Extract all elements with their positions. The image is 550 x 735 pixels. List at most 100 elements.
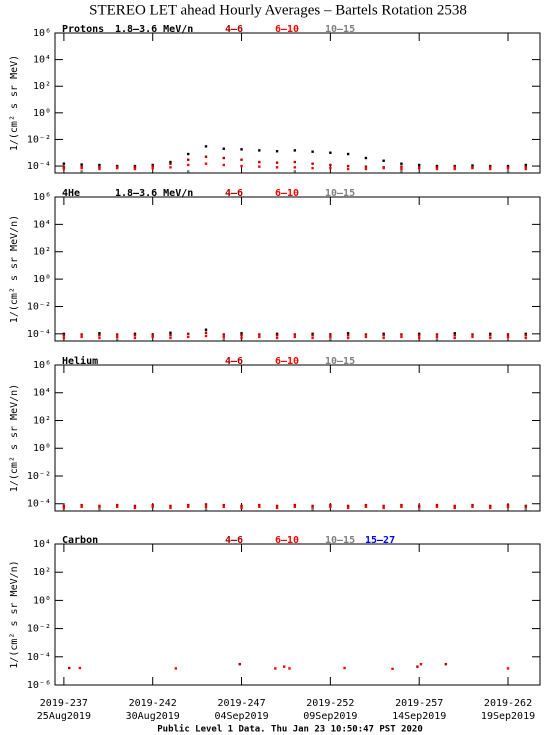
- data-point: [275, 150, 279, 153]
- data-point: [238, 662, 241, 666]
- data-point: [524, 506, 527, 510]
- legend-entry: 10–15: [325, 24, 355, 35]
- data-point: [311, 332, 314, 336]
- legend-entry: 4–6: [225, 188, 243, 199]
- data-point: [417, 506, 421, 510]
- data-point: [293, 170, 297, 173]
- data-point: [240, 164, 243, 168]
- footer: Public Level 1 Data. Thu Jan 23 10:50:47…: [157, 724, 423, 735]
- data-point: [275, 333, 279, 337]
- data-point: [282, 665, 286, 668]
- data-point: [524, 165, 527, 168]
- data-point: [506, 503, 510, 507]
- data-point: [222, 503, 225, 507]
- data-point: [62, 167, 66, 171]
- data-point: [275, 336, 279, 340]
- data-point: [382, 159, 385, 162]
- data-point: [311, 333, 314, 337]
- data-point: [329, 166, 332, 170]
- data-point: [524, 332, 527, 336]
- data-point: [204, 145, 208, 148]
- page-title: STEREO LET ahead Hourly Averages – Barte…: [89, 2, 467, 18]
- data-point: [80, 170, 83, 173]
- data-point: [471, 503, 474, 507]
- data-point: [346, 167, 350, 171]
- data-point: [489, 504, 492, 508]
- data-point: [506, 335, 510, 339]
- data-point: [364, 156, 368, 160]
- data-point: [68, 666, 71, 670]
- data-point: [98, 163, 101, 167]
- data-point: [151, 333, 154, 336]
- plot-frame: [54, 364, 541, 512]
- data-point: [364, 505, 368, 509]
- data-point: [222, 333, 225, 336]
- data-point: [417, 332, 421, 336]
- x-tick-label: 2019-242: [129, 698, 177, 709]
- data-point: [98, 166, 101, 169]
- y-axis-label: 1/(cm² s sr MeV/n): [9, 384, 20, 492]
- data-point: [80, 335, 83, 339]
- data-point: [98, 508, 101, 511]
- data-point: [187, 158, 190, 161]
- plot-frame: [54, 543, 541, 686]
- data-point: [293, 160, 297, 164]
- data-point: [435, 503, 439, 507]
- data-point: [419, 662, 423, 666]
- data-point: [80, 333, 83, 336]
- y-tick-label: 10⁻²: [27, 134, 51, 145]
- y-tick-label: 10⁴: [33, 219, 51, 230]
- data-point: [382, 506, 385, 510]
- data-point: [435, 166, 439, 169]
- data-point: [453, 336, 456, 340]
- data-point: [169, 331, 172, 334]
- data-point: [329, 503, 332, 507]
- data-point: [417, 333, 421, 337]
- data-point: [98, 167, 101, 171]
- data-point: [293, 149, 297, 152]
- data-point: [80, 165, 83, 168]
- legend-entry: 10–15: [325, 356, 355, 367]
- data-point: [524, 336, 527, 340]
- data-point: [346, 164, 350, 168]
- data-point: [435, 167, 439, 171]
- data-point: [382, 166, 385, 170]
- data-point: [187, 332, 190, 336]
- legend-entry: 4–6: [225, 356, 243, 367]
- data-point: [115, 503, 119, 507]
- y-tick-label: 10⁶: [33, 360, 51, 371]
- data-point: [329, 335, 332, 339]
- y-tick-label: 10⁰: [33, 443, 51, 454]
- data-point: [453, 332, 456, 335]
- data-point: [204, 508, 208, 511]
- data-point: [293, 166, 297, 169]
- data-point: [222, 163, 225, 167]
- data-point: [400, 167, 403, 171]
- data-point: [364, 333, 368, 336]
- data-point: [222, 338, 225, 341]
- data-point: [489, 167, 492, 171]
- legend-entry: 6–10: [275, 24, 299, 35]
- y-tick-label: 10²: [33, 247, 51, 258]
- data-point: [98, 336, 101, 340]
- data-point: [524, 167, 527, 171]
- data-point: [62, 166, 66, 169]
- data-point: [240, 336, 243, 340]
- data-point: [169, 166, 172, 169]
- data-point: [293, 335, 297, 339]
- data-point: [98, 332, 101, 335]
- data-point: [506, 164, 510, 168]
- data-point: [169, 504, 172, 508]
- data-point: [169, 333, 172, 337]
- x-tick-label: 2019-252: [306, 698, 354, 709]
- legend-entry: 10–15: [325, 535, 355, 546]
- data-point: [489, 506, 492, 510]
- data-point: [258, 149, 261, 152]
- data-point: [471, 505, 474, 509]
- data-point: [400, 503, 403, 507]
- data-point: [417, 163, 421, 167]
- x-tick-date: 19Sep2019: [481, 711, 535, 722]
- data-point: [151, 166, 154, 170]
- x-tick-date: 09Sep2019: [303, 711, 357, 722]
